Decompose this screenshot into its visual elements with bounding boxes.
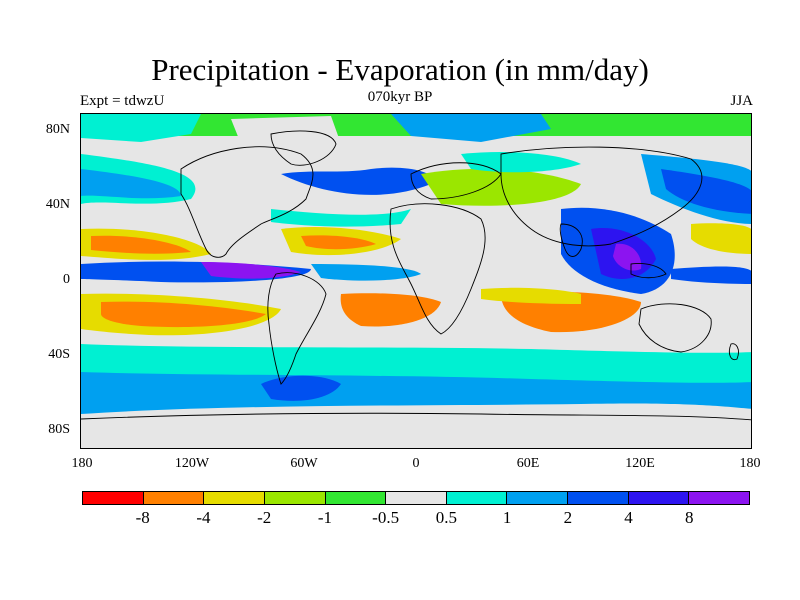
colorbar-label-0: -8 <box>135 508 150 527</box>
y-tick-0: 0 <box>63 272 70 287</box>
arctic-west-wet <box>81 114 201 142</box>
colorbar-box-2 <box>204 492 265 504</box>
south-america-outline <box>267 272 327 385</box>
npac-subtropic-core <box>91 235 191 254</box>
indonesia-outline <box>630 263 667 279</box>
africa-outline <box>389 203 486 335</box>
australia-outline <box>638 303 712 353</box>
precip-field-svg <box>81 114 751 448</box>
y-tick-80s: 80S <box>48 422 70 437</box>
satl-subtropic-core <box>340 293 441 327</box>
y-tick-80n: 80N <box>45 122 70 137</box>
sind-subtropic-edge <box>481 287 581 304</box>
eurasia-dry <box>421 168 581 206</box>
colorbar-label-8: 4 <box>624 508 633 527</box>
greenland-outline <box>270 130 337 166</box>
itcz-atlantic <box>311 264 421 281</box>
new-zealand-outline <box>728 343 739 361</box>
x-tick-180e: 180 <box>739 456 761 471</box>
colorbar-label-9: 8 <box>685 508 694 527</box>
india-outline <box>559 223 583 257</box>
wpac-subtropic-dry <box>691 223 751 254</box>
natl-subtropic-core <box>301 235 376 250</box>
colorbar-label-1: -4 <box>196 508 211 527</box>
x-tick-0: 0 <box>412 456 420 471</box>
colorbar-label-5: 0.5 <box>435 508 457 527</box>
colorbar-box-0 <box>83 492 144 504</box>
y-tick-40n: 40N <box>45 197 70 212</box>
greenland-ice <box>231 116 341 164</box>
colorbar-box-9 <box>628 492 690 504</box>
season-label: JJA <box>730 93 753 109</box>
antarctica-outline <box>81 412 751 421</box>
natlantic-storm <box>281 167 433 195</box>
colorbar-box-8 <box>568 492 629 504</box>
colorbar-box-4 <box>325 492 387 504</box>
colorbar-label-6: 1 <box>502 508 512 527</box>
colorbar-box-10 <box>689 492 750 504</box>
npacific-west-core <box>661 169 751 214</box>
x-tick-60w: 60W <box>290 456 318 471</box>
spac-subtropic-core <box>101 301 266 328</box>
north-america-outline <box>180 146 314 258</box>
x-tick-180w: 180 <box>71 456 93 471</box>
colorbar-label-3: -1 <box>317 508 332 527</box>
southern-storm-core <box>81 372 751 414</box>
npacific-storm <box>81 169 181 199</box>
colorbar-box-1 <box>143 492 205 504</box>
drake-passage-wet <box>261 375 341 401</box>
siberia-wet <box>461 152 581 173</box>
x-tick-60e: 60E <box>516 456 540 471</box>
colorbar-label-2: -2 <box>257 508 272 527</box>
colorbar-label-4: -0.5 <box>372 508 400 527</box>
coastlines <box>81 130 751 421</box>
world-map <box>80 113 752 449</box>
x-tick-120w: 120W <box>174 456 210 471</box>
y-tick-40s: 40S <box>48 347 70 362</box>
colorbar-box-6 <box>446 492 508 504</box>
itcz-west-pacific <box>671 266 751 284</box>
colorbar-box-7 <box>507 492 569 504</box>
arctic-east-wet <box>391 114 551 142</box>
x-tick-120e: 120E <box>625 456 655 471</box>
colorbar <box>82 491 750 505</box>
antarctica-ice <box>81 403 751 448</box>
natlantic-light <box>271 209 411 227</box>
map-subtitle: 070kyr BP <box>367 89 433 105</box>
asia-outline <box>500 146 703 247</box>
experiment-label: Expt = tdwzU <box>80 93 165 109</box>
colorbar-box-5 <box>386 492 447 504</box>
colorbar-label-7: 2 <box>563 508 573 527</box>
colorbar-box-3 <box>264 492 326 504</box>
europe-outline <box>410 162 502 200</box>
map-title: Precipitation - Evaporation (in mm/day) <box>151 52 649 87</box>
